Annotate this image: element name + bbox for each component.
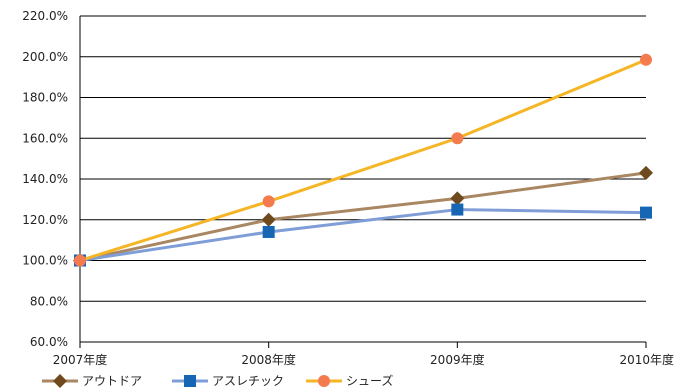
x-tick-label: 2007年度 xyxy=(53,352,108,367)
data-point-marker xyxy=(640,206,652,219)
legend: アウトドア アスレチック シューズ xyxy=(42,373,393,388)
y-tick-label: 140.0% xyxy=(22,172,68,186)
series-line xyxy=(79,208,647,262)
data-point-marker xyxy=(74,254,86,267)
legend-item: アウトドア xyxy=(42,374,142,388)
y-tick-label: 60.0% xyxy=(30,335,68,349)
legend-label: シューズ xyxy=(346,373,393,388)
series-group xyxy=(73,53,653,268)
series-line xyxy=(79,58,647,262)
x-tick-label: 2008年度 xyxy=(241,352,296,367)
data-point-marker xyxy=(451,203,464,216)
y-tick-label: 200.0% xyxy=(22,50,68,64)
legend-marker xyxy=(318,375,330,387)
y-tick-label: 80.0% xyxy=(30,294,68,308)
legend-marker xyxy=(53,374,67,388)
series-line xyxy=(79,171,647,262)
y-tick-label: 160.0% xyxy=(22,131,68,145)
data-point-marker xyxy=(639,165,653,180)
data-point-marker xyxy=(640,53,652,66)
legend-item: シューズ xyxy=(306,373,393,388)
y-tick-label: 100.0% xyxy=(22,254,68,268)
y-tick-label: 180.0% xyxy=(22,91,68,105)
x-axis-tick-labels: 2007年度 2008年度 2009年度 2010年度 xyxy=(53,342,674,367)
data-point-marker xyxy=(262,225,275,238)
series-1 xyxy=(73,165,653,268)
gridlines xyxy=(79,15,646,343)
legend-label: アスレチック xyxy=(212,374,284,388)
legend-item: アスレチック xyxy=(172,374,284,388)
series-3 xyxy=(74,53,652,267)
y-axis-tick-labels: 60.0% 80.0% 100.0% 120.0% 140.0% 160.0% 180.0%… xyxy=(22,9,68,349)
data-point-marker xyxy=(261,212,276,227)
y-tick-label: 220.0% xyxy=(22,9,68,23)
data-point-marker xyxy=(451,132,464,145)
data-point-marker xyxy=(262,195,275,208)
y-tick-label: 120.0% xyxy=(22,213,68,227)
legend-marker xyxy=(184,375,196,387)
legend-label: アウトドア xyxy=(82,374,142,388)
x-tick-label: 2009年度 xyxy=(430,352,485,367)
x-tick-label: 2010年度 xyxy=(619,352,674,367)
data-point-marker xyxy=(450,191,465,206)
